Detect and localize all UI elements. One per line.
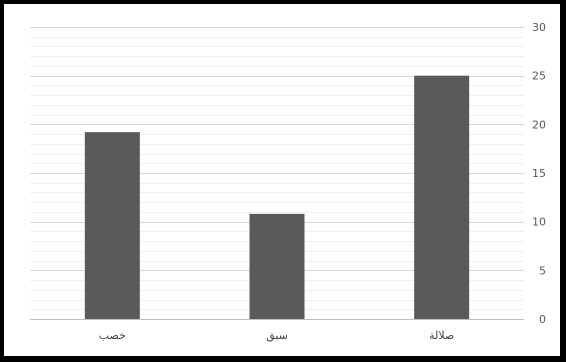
x-tick-label: خصب (99, 329, 126, 342)
x-axis: خصب سبق صلالة (30, 319, 524, 343)
y-tick-label: 25 (532, 70, 546, 83)
y-tick-label: 20 (532, 118, 546, 131)
bar (249, 213, 305, 319)
bar (84, 132, 140, 319)
bar (414, 75, 470, 320)
y-tick-label: 15 (532, 167, 546, 180)
chart-frame: خصب سبق صلالة 0 5 10 15 20 25 30 (4, 4, 560, 356)
y-tick-label: 10 (532, 216, 546, 229)
y-axis: 0 5 10 15 20 25 30 (532, 21, 546, 326)
y-tick-label: 30 (532, 21, 546, 34)
bars (84, 75, 470, 320)
y-tick-label: 0 (539, 313, 546, 326)
x-tick-label: سبق (266, 329, 288, 343)
x-tick-label: صلالة (429, 329, 454, 342)
y-tick-label: 5 (539, 264, 546, 277)
bar-chart: خصب سبق صلالة 0 5 10 15 20 25 30 (30, 21, 546, 343)
